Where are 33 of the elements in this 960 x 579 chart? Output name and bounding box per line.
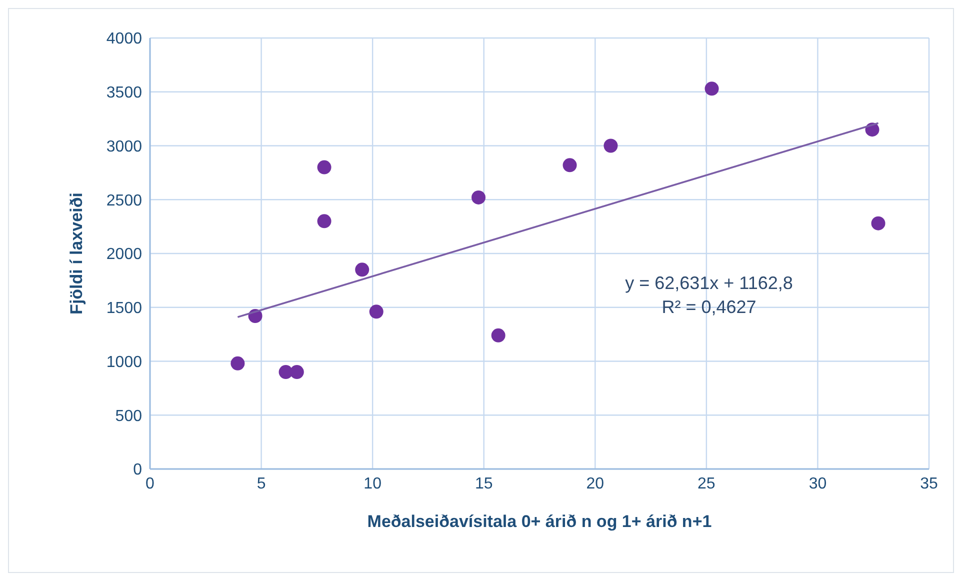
- y-tick-label: 1500: [106, 300, 142, 318]
- x-tick-label: 10: [364, 475, 382, 492]
- x-tick-label: 5: [256, 475, 266, 492]
- x-tick-label: 30: [808, 475, 827, 492]
- x-tick-label: 20: [586, 475, 604, 492]
- point: [317, 160, 332, 174]
- annotation: y = 62,631x + 1162,8: [624, 272, 794, 295]
- point: [369, 304, 384, 319]
- y-tick-label: 2000: [106, 246, 142, 264]
- point: [472, 190, 486, 204]
- y-tick-label: 0: [133, 462, 142, 479]
- point: [704, 82, 719, 96]
- x-tick-label: 25: [698, 475, 716, 492]
- point: [290, 365, 304, 380]
- y-tick-label: 3500: [106, 84, 142, 102]
- point: [230, 356, 245, 370]
- x-tick-label: 35: [920, 475, 938, 492]
- point: [491, 328, 506, 342]
- annotation: R² = 0,4627: [660, 296, 758, 319]
- point: [562, 158, 577, 172]
- y-tick-label: 4000: [106, 30, 142, 48]
- point: [317, 214, 332, 228]
- y-axis-title: Fjöldi í laxveiði: [67, 192, 86, 314]
- point: [355, 262, 370, 277]
- x-axis-title: Meðalseiðavísitala 0+ árið n og 1+ árið n+1: [367, 512, 712, 531]
- y-tick-label: 2500: [106, 192, 142, 210]
- x-tick-label: 15: [474, 475, 493, 492]
- y-tick-label: 500: [115, 408, 142, 425]
- y-tick-label: 3000: [106, 138, 142, 156]
- point: [604, 138, 618, 153]
- x-tick-label: 0: [146, 475, 155, 492]
- point: [871, 216, 886, 230]
- y-tick-label: 1000: [106, 354, 142, 371]
